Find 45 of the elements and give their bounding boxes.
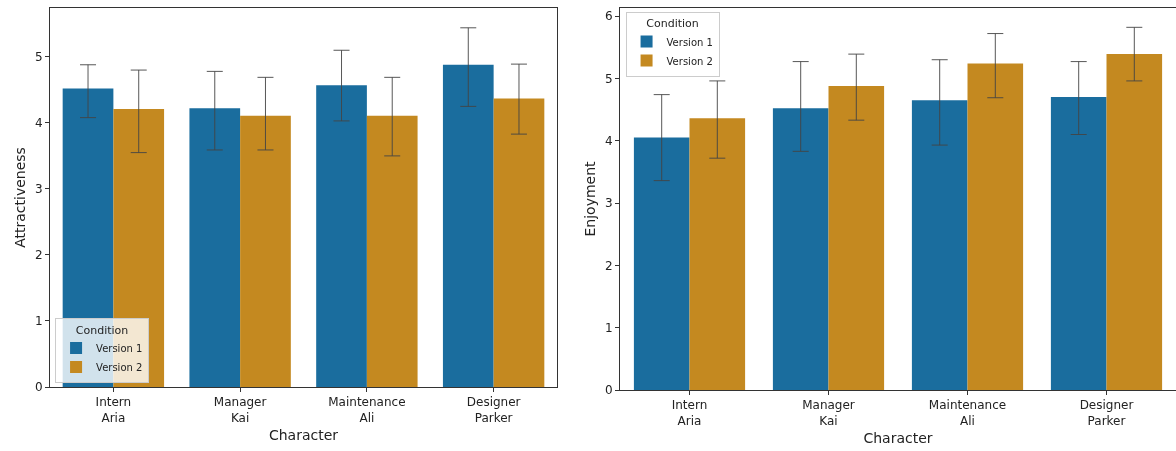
bar xyxy=(967,63,1024,390)
bar xyxy=(189,108,241,387)
bar xyxy=(316,85,367,387)
bar xyxy=(689,118,746,390)
bar xyxy=(633,137,690,390)
bar xyxy=(240,115,291,387)
y-tick-label: 5 xyxy=(34,50,43,65)
y-axis-title: Enjoyment xyxy=(581,160,598,237)
y-tick-label: 1 xyxy=(34,314,43,329)
y-tick-label: 0 xyxy=(604,383,613,398)
legend-label: Version 1 xyxy=(666,36,713,48)
bar xyxy=(366,115,418,387)
y-tick-label: 3 xyxy=(604,196,613,211)
y-tick-label: 1 xyxy=(604,320,613,335)
bar xyxy=(493,98,545,387)
x-tick-label: Designer Parker xyxy=(466,395,521,425)
y-tick-label: 0 xyxy=(34,380,43,395)
x-tick-label: Maintenance Ali xyxy=(928,398,1007,428)
y-tick-label: 4 xyxy=(604,133,613,148)
y-tick-label: 5 xyxy=(604,71,613,86)
x-tick-label: Intern Aria xyxy=(95,395,132,425)
legend-label: Version 2 xyxy=(666,55,713,67)
x-axis-title: Character xyxy=(268,427,339,444)
bar xyxy=(828,85,885,390)
bar xyxy=(911,100,968,390)
x-axis-title: Character xyxy=(863,430,933,447)
legend-label: Version 1 xyxy=(96,342,143,354)
legend-title: Condition xyxy=(75,323,129,337)
x-tick-label: Intern Aria xyxy=(671,398,708,428)
y-tick-label: 3 xyxy=(34,182,43,197)
x-tick-label: Manager Kai xyxy=(802,398,855,428)
bar xyxy=(1050,97,1107,390)
x-tick-label: Designer Parker xyxy=(1079,398,1134,428)
x-tick-label: Maintenance Ali xyxy=(328,395,406,425)
bar xyxy=(1106,54,1163,390)
bar xyxy=(442,64,494,387)
y-tick-label: 2 xyxy=(34,248,43,263)
legend-title: Condition xyxy=(646,17,699,31)
x-tick-label: Manager Kai xyxy=(213,395,267,425)
y-tick-label: 4 xyxy=(34,116,43,131)
legend-label: Version 2 xyxy=(96,361,143,373)
y-tick-label: 6 xyxy=(604,9,613,24)
y-axis-title: Attractiveness xyxy=(11,147,28,248)
bar xyxy=(772,108,829,390)
y-tick-label: 2 xyxy=(604,258,613,273)
